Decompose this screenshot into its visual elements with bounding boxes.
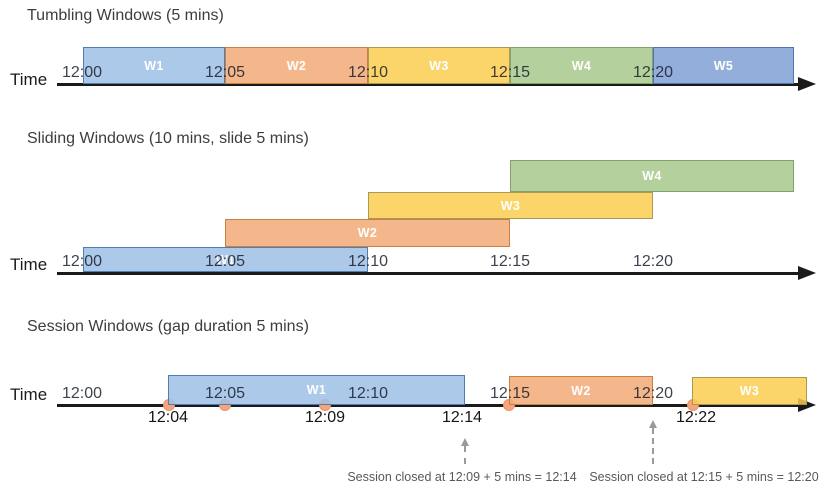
window-label: W2	[571, 383, 591, 398]
window-label: W1	[215, 252, 236, 267]
axis-tick-label: 12:05	[204, 385, 246, 402]
session-window-w2: W2	[509, 376, 653, 405]
axis-tick-label: 12:10	[347, 385, 389, 402]
window-label: W3	[500, 198, 521, 213]
window-label: W1	[144, 58, 164, 73]
session-window-w1: W1	[168, 375, 465, 405]
axis-tick-label: 12:05	[204, 253, 246, 270]
session-window-w3: W3	[692, 377, 807, 405]
axis-tick-label: 12:00	[61, 385, 103, 402]
axis-tick-label: 12:00	[61, 253, 103, 270]
window-label: W1	[306, 383, 327, 397]
axis-tick-label: 12:20	[632, 385, 674, 402]
section-title: Sliding Windows (10 mins, slide 5 mins)	[27, 130, 309, 147]
time-axis-line	[57, 83, 798, 86]
arrow-up-head-icon	[649, 420, 657, 428]
time-axis-label: Time	[10, 255, 48, 274]
time-axis-label: Time	[10, 385, 48, 404]
sliding-window-w2: W2	[225, 219, 510, 247]
section-title: Session Windows (gap duration 5 mins)	[27, 318, 309, 335]
window-label: W2	[357, 226, 378, 240]
arrow-dashed-shaft	[652, 428, 654, 464]
time-axis-line	[57, 272, 798, 275]
session-close-note: Session closed at 12:15 + 5 mins = 12:20	[589, 470, 819, 484]
window-label: W5	[713, 58, 734, 73]
tumbling-window-w5: W5	[653, 47, 794, 84]
sliding-window-w4: W4	[510, 160, 794, 192]
window-label: W2	[286, 58, 307, 73]
window-label: W3	[429, 58, 449, 73]
axis-tick-label: 12:00	[61, 64, 103, 81]
window-label: W4	[642, 169, 662, 183]
time-axis-arrowhead	[798, 266, 816, 280]
tumbling-window-w3: W3	[368, 47, 510, 84]
time-axis-line	[57, 404, 798, 407]
window-label: W3	[739, 384, 760, 398]
axis-tick-label: 12:15	[489, 64, 531, 81]
arrow-dashed-shaft	[464, 446, 466, 464]
event-time-label: 12:09	[304, 409, 346, 426]
sliding-window-w3: W3	[368, 192, 653, 219]
session-close-arrow	[461, 438, 469, 464]
event-time-label: 12:22	[675, 409, 717, 426]
event-time-label: 12:04	[147, 409, 189, 426]
session-close-note: Session closed at 12:09 + 5 mins = 12:14	[347, 470, 577, 484]
axis-tick-label: 12:05	[204, 64, 246, 81]
section-title: Tumbling Windows (5 mins)	[27, 7, 224, 24]
tumbling-window-w4: W4	[510, 47, 653, 84]
time-axis-arrowhead	[798, 77, 816, 91]
axis-tick-label: 12:20	[632, 253, 674, 270]
axis-tick-label: 12:10	[347, 253, 389, 270]
axis-tick-label: 12:15	[489, 253, 531, 270]
tumbling-window-w2: W2	[225, 47, 368, 84]
axis-tick-label: 12:20	[632, 64, 674, 81]
window-label: W4	[571, 58, 592, 73]
arrow-up-head-icon	[461, 438, 469, 446]
tumbling-window-w1: W1	[83, 47, 225, 84]
axis-tick-label: 12:10	[347, 64, 389, 81]
time-axis-label: Time	[10, 70, 48, 89]
axis-tick-label: 12:15	[489, 385, 531, 402]
session-close-arrow	[649, 420, 657, 464]
sliding-window-w1: W1	[83, 247, 368, 272]
event-time-label: 12:14	[441, 409, 483, 426]
